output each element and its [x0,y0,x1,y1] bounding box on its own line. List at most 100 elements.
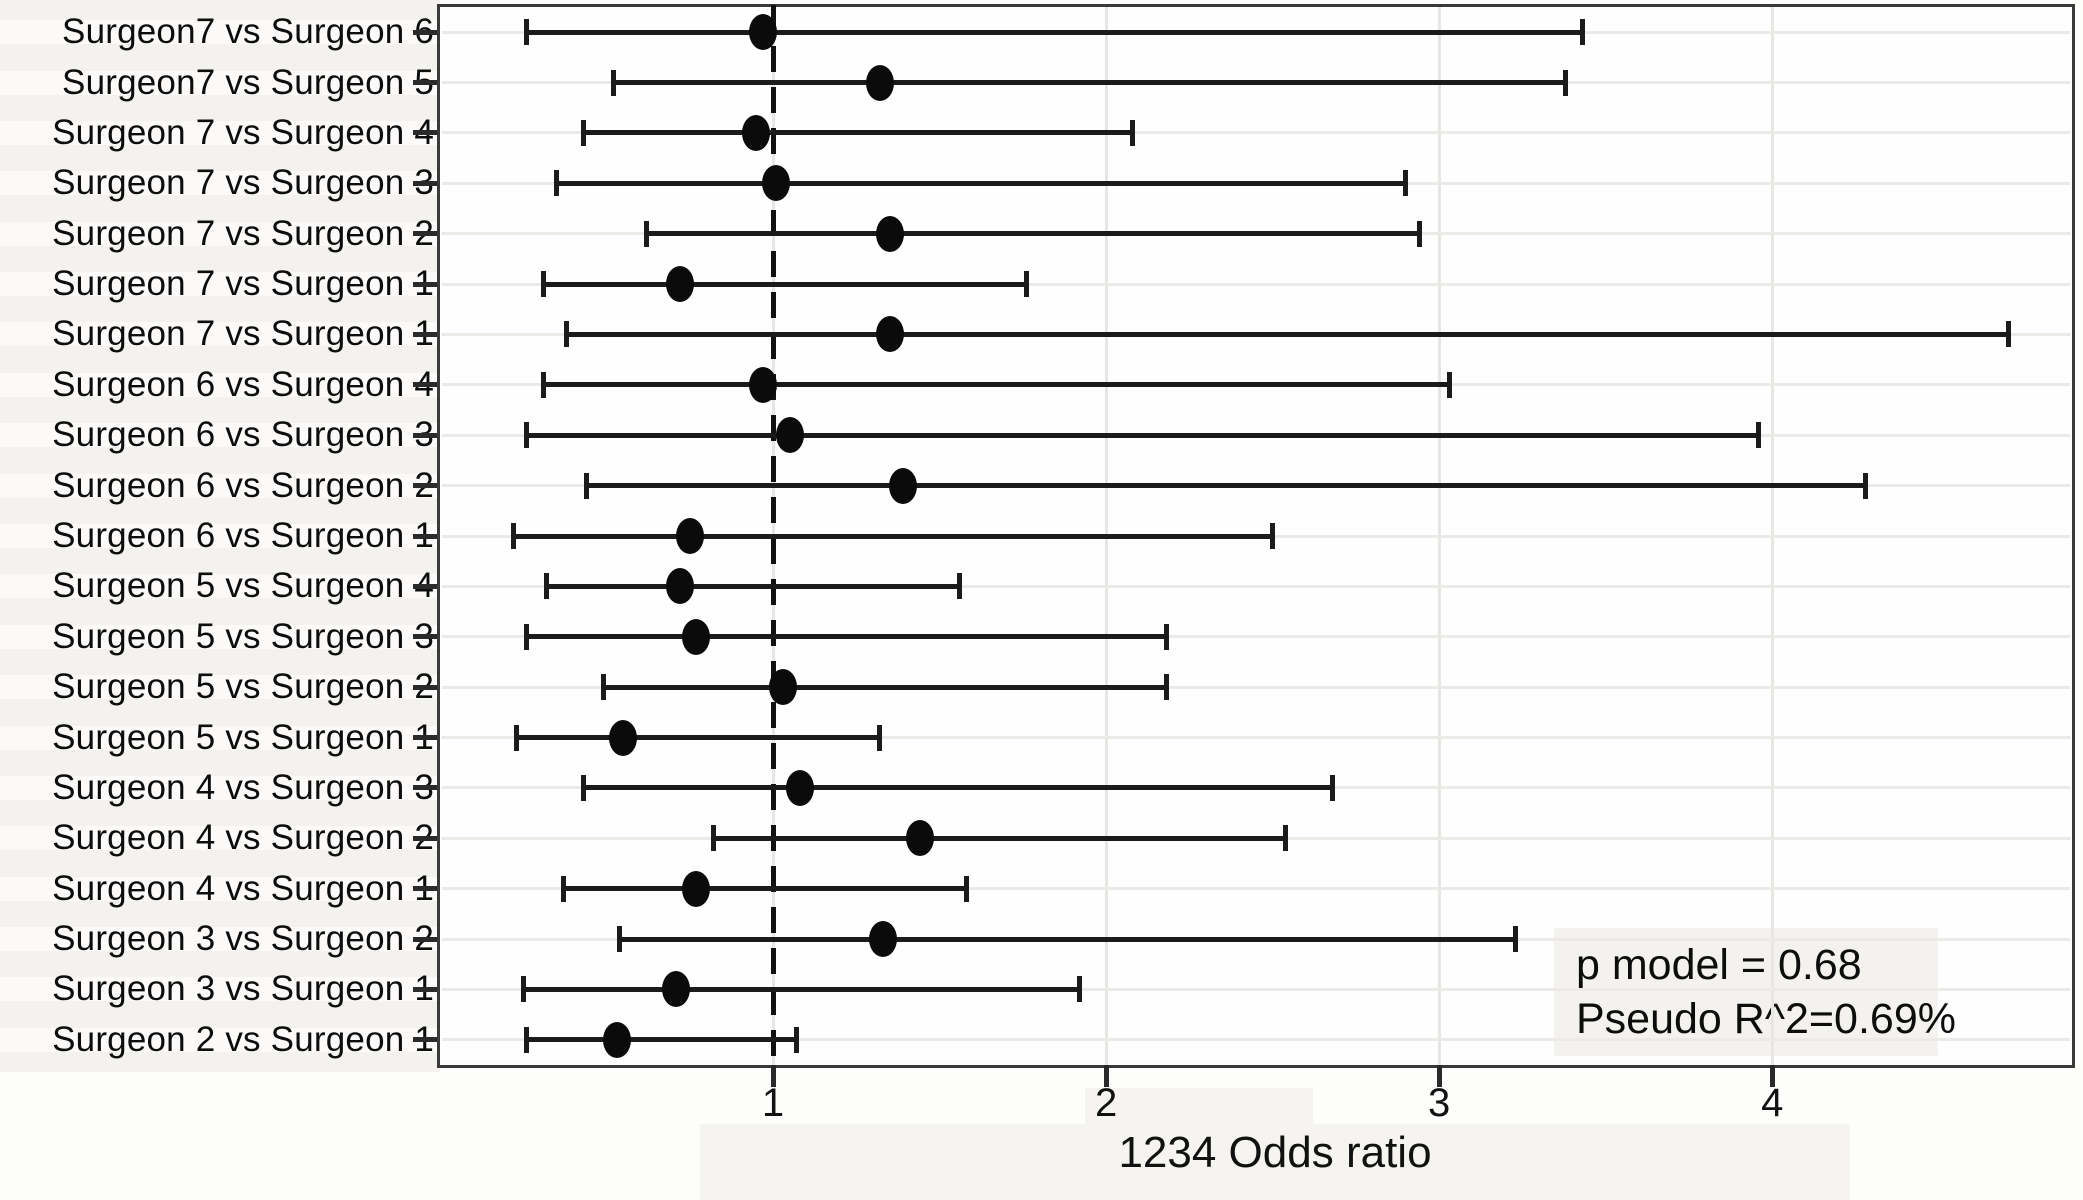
point-estimate-dot [868,921,897,958]
ci-whisker [713,835,1286,841]
ci-whisker [543,382,1450,388]
ci-cap-lower [520,976,526,1003]
ci-cap-lower [580,774,586,801]
y-axis-tick [413,583,437,589]
ci-whisker [603,684,1167,690]
row-gridline-band [0,171,440,196]
point-estimate-dot [762,165,791,202]
y-axis-tick [413,936,437,942]
row-label: Surgeon 6 vs Surgeon 4 [52,364,434,404]
row-label: Surgeon 7 vs Surgeon 3 [52,163,434,203]
y-axis-tick [413,231,437,237]
ci-cap-upper [877,724,883,751]
row-label: Surgeon 5 vs Surgeon 2 [52,667,434,707]
row-gridline-band [0,524,440,548]
ci-cap-upper [1130,119,1136,146]
row-gridline-band [0,826,440,851]
ci-whisker [619,936,1516,942]
y-axis-tick [413,432,437,438]
row-label: Surgeon 5 vs Surgeon 3 [52,616,434,656]
y-axis-tick [413,533,437,539]
ci-cap-upper [1283,825,1289,852]
point-estimate-dot [769,669,798,706]
ci-cap-upper [1163,623,1169,650]
ci-cap-lower [710,825,716,852]
row-label: Surgeon 2 vs Surgeon 1 [52,1019,434,1059]
x-axis-tick-label: 3 [1428,1081,1451,1125]
y-axis-tick [413,483,437,489]
y-axis-tick [413,735,437,741]
y-axis-tick [413,986,437,992]
y-axis-tick [413,684,437,690]
gridline-horizontal [442,887,2070,891]
row-gridline-band [0,725,440,750]
row-label: Surgeon 4 vs Surgeon 3 [52,767,434,807]
ci-whisker [526,29,1583,35]
point-estimate-dot [775,417,804,454]
y-axis-tick [413,180,437,186]
ci-cap-upper [1579,19,1585,46]
row-label: Surgeon 3 vs Surgeon 2 [52,919,434,959]
ci-whisker [566,331,2009,337]
ci-whisker [516,735,880,741]
gridline-horizontal [442,635,2070,639]
ci-cap-upper [963,875,969,902]
x-axis-tick-label: 2 [1094,1081,1118,1125]
row-gridline-band [0,322,440,347]
gridline-horizontal [442,584,2070,588]
ci-cap-upper [1163,674,1169,701]
ci-cap-upper [1863,472,1868,499]
point-estimate-dot [602,1021,631,1058]
background-shade [700,1124,1850,1200]
y-axis-label-panel: Surgeon7 vs Surgeon 6 Surgeon7 vs Surgeon… [0,0,440,1072]
ci-cap-lower [564,321,570,348]
ci-cap-lower [580,119,586,146]
row-label: Surgeon 6 vs Surgeon 2 [52,465,434,505]
x-axis-tick [1103,1065,1109,1087]
row-label: Surgeon 7 vs Surgeon 4 [52,112,434,152]
ci-cap-lower [610,69,616,96]
y-axis-tick [413,80,437,86]
gridline-horizontal [442,987,2070,991]
row-gridline-band [0,20,440,45]
ci-cap-lower [540,371,546,398]
point-estimate-dot [749,366,778,403]
ci-cap-upper [1756,422,1762,449]
x-axis-tick [1436,1065,1442,1087]
point-estimate-dot [675,518,704,554]
row-gridline-band [0,876,440,901]
ci-cap-lower [524,623,530,650]
ci-cap-upper [1563,69,1569,96]
row-label: Surgeon 6 vs Surgeon 3 [52,415,434,455]
ci-cap-lower [524,19,530,46]
ci-whisker [583,785,1333,791]
ci-whisker [646,231,1420,237]
point-estimate-dot [749,14,778,51]
ci-cap-upper [1270,523,1276,549]
ci-whisker [613,80,1566,86]
ci-whisker [583,130,1133,136]
ci-whisker [543,281,1027,287]
row-gridline-band [0,574,440,599]
point-estimate-dot [865,64,894,101]
point-estimate-dot [609,719,638,756]
row-gridline-band [0,927,440,952]
row-label: Surgeon 5 vs Surgeon 4 [52,566,434,606]
ci-cap-lower [510,523,516,549]
row-label: Surgeon 5 vs Surgeon 1 [52,717,434,757]
y-axis-tick [413,382,437,388]
ci-cap-lower [554,170,560,197]
x-axis-tick [770,1065,776,1087]
ci-whisker [526,432,1759,438]
point-estimate-dot [875,316,904,353]
row-gridline-band [0,675,440,700]
point-estimate-dot [662,971,691,1008]
y-axis-tick [413,785,437,791]
ci-cap-lower [584,472,590,499]
ci-cap-lower [524,1026,530,1053]
ci-cap-upper [2006,321,2012,348]
y-axis-tick [413,130,437,136]
row-gridline-band [0,272,440,297]
ci-cap-lower [600,674,606,701]
